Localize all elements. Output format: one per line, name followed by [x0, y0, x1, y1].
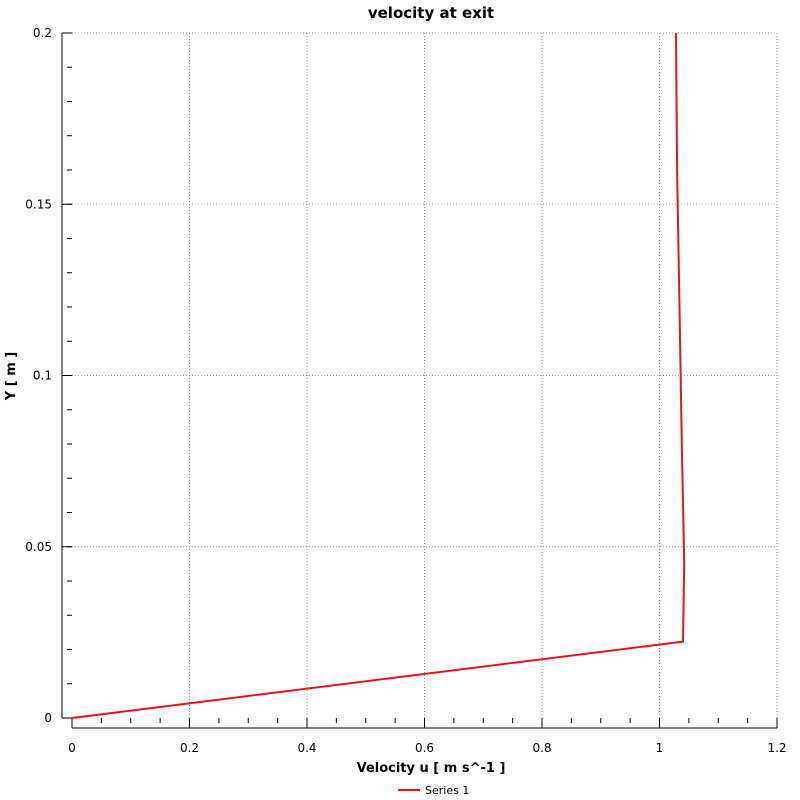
x-axis-label: Velocity u [ m s^-1 ] [357, 761, 506, 776]
y-tick-label: 0.05 [25, 540, 52, 554]
y-axis-label: Y [ m ] [4, 352, 19, 401]
x-tick-label: 0 [68, 741, 76, 755]
y-tick-label: 0.15 [25, 197, 52, 211]
chart-title: velocity at exit [368, 4, 494, 22]
y-tick-label: 0.2 [33, 26, 52, 40]
series-layer [71, 32, 686, 719]
x-tick-label: 1 [656, 741, 664, 755]
legend: Series 1 [398, 784, 469, 797]
legend-label: Series 1 [425, 784, 469, 797]
x-tick-label: 1.2 [767, 741, 786, 755]
x-tick-label: 0.2 [180, 741, 199, 755]
series-line-1 [71, 32, 686, 719]
x-tick-label: 0.8 [532, 741, 551, 755]
ticks: 0 0.2 0.4 0.6 0.8 1 1.2 0 0.05 0.1 0.15 0.2 [25, 26, 786, 755]
x-tick-label: 0.6 [415, 741, 434, 755]
x-tick-label: 0.4 [297, 741, 316, 755]
y-tick-label: 0 [44, 711, 52, 725]
grid [72, 32, 778, 718]
y-tick-label: 0.1 [33, 369, 52, 383]
axes [61, 33, 777, 729]
